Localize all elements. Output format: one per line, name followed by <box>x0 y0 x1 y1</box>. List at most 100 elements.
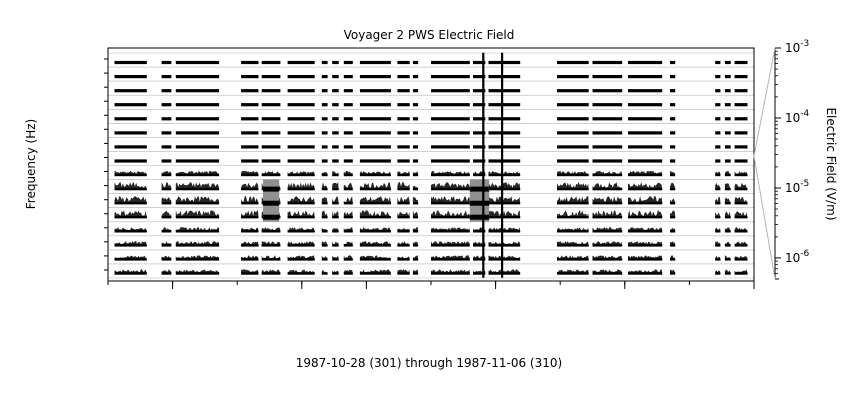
data-band <box>261 75 281 79</box>
data-noise <box>734 182 748 190</box>
data-band <box>287 159 315 163</box>
data-noise <box>431 269 470 274</box>
data-noise <box>412 197 419 204</box>
y-axis <box>104 58 108 271</box>
data-band <box>557 258 589 261</box>
data-noise <box>670 227 676 232</box>
x-axis <box>107 281 755 289</box>
data-noise <box>241 182 259 190</box>
data-band <box>161 258 172 261</box>
data-noise <box>261 269 281 274</box>
data-band <box>557 75 589 79</box>
data-noise <box>557 255 589 260</box>
data-noise <box>412 269 419 274</box>
data-band <box>359 159 391 163</box>
data-band <box>321 145 328 149</box>
data-noise <box>321 227 328 232</box>
data-noise <box>734 241 748 246</box>
data-band <box>241 117 259 121</box>
data-band <box>488 75 521 79</box>
data-band <box>724 131 731 135</box>
data-band <box>488 159 521 163</box>
data-noise <box>628 269 663 274</box>
data-noise <box>734 171 748 175</box>
data-band <box>287 103 315 107</box>
data-noise <box>343 196 353 204</box>
data-band <box>241 131 259 135</box>
data-band <box>343 103 353 107</box>
data-noise <box>488 269 521 274</box>
data-noise <box>670 269 676 274</box>
data-noise <box>161 227 172 232</box>
data-band <box>359 89 391 93</box>
data-noise <box>161 255 172 260</box>
data-noise <box>412 210 419 218</box>
data-noise <box>734 211 748 218</box>
data-band <box>431 103 470 107</box>
data-noise <box>715 211 721 218</box>
data-noise <box>161 170 172 175</box>
data-noise <box>321 197 328 204</box>
data-band <box>488 131 521 135</box>
data-noise <box>287 210 315 218</box>
data-noise <box>628 182 663 190</box>
data-noise <box>241 210 259 218</box>
data-band <box>359 103 391 107</box>
data-band <box>241 89 259 93</box>
data-band <box>175 60 220 65</box>
data-band <box>715 89 721 93</box>
data-noise <box>715 270 721 274</box>
data-band <box>114 159 147 163</box>
data-noise <box>412 255 419 260</box>
data-noise <box>261 255 281 260</box>
data-band <box>175 159 220 163</box>
data-noise <box>287 171 315 175</box>
intense-band <box>469 214 490 220</box>
data-band <box>175 103 220 107</box>
intense-band <box>263 186 280 192</box>
data-band <box>343 159 353 163</box>
data-noise <box>332 255 339 260</box>
intense-band <box>263 214 280 220</box>
data-band <box>488 103 521 107</box>
data-band <box>473 145 486 149</box>
data-band <box>241 145 259 149</box>
data-band <box>161 159 172 163</box>
data-band <box>473 103 486 107</box>
data-noise <box>592 182 623 190</box>
colorbar-tick-label: 10-6 <box>785 249 810 265</box>
data-band <box>734 159 748 163</box>
data-noise <box>175 210 220 218</box>
data-noise <box>724 241 731 246</box>
data-band <box>670 60 676 65</box>
data-band <box>175 89 220 93</box>
data-noise <box>724 183 731 190</box>
data-noise <box>724 269 731 274</box>
data-band <box>261 60 281 65</box>
data-noise <box>397 269 410 274</box>
data-band <box>431 60 470 65</box>
data-band <box>557 103 589 107</box>
data-band <box>241 60 259 65</box>
data-band <box>359 131 391 135</box>
date-range-caption: 1987-10-28 (301) through 1987-11-06 (310… <box>296 356 562 370</box>
data-band <box>670 145 676 149</box>
data-noise <box>343 269 353 274</box>
data-band <box>343 60 353 65</box>
data-noise <box>321 210 328 218</box>
data-band <box>241 75 259 79</box>
data-band <box>175 75 220 79</box>
data-band <box>321 89 328 93</box>
data-noise <box>724 197 731 204</box>
spectrogram-data <box>114 52 748 278</box>
data-noise <box>332 241 339 246</box>
data-band <box>670 159 676 163</box>
data-noise <box>592 269 623 274</box>
data-band <box>161 117 172 121</box>
data-band <box>114 258 147 261</box>
data-noise <box>734 269 748 274</box>
data-noise <box>734 227 748 232</box>
data-noise <box>734 196 748 204</box>
data-noise <box>114 171 147 175</box>
data-noise <box>261 227 281 232</box>
